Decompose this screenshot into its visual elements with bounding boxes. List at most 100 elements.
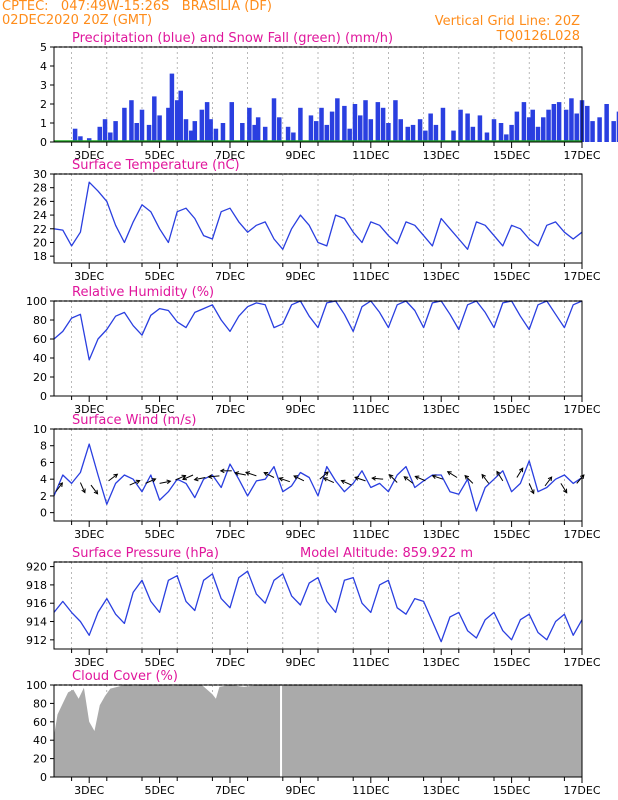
x-tick-label: 3DEC [74,403,104,416]
cloud-title: Cloud Cover (%) [72,669,178,684]
precip-bar [86,138,92,142]
x-tick-label: 7DEC [215,656,245,669]
wind-arrow-head [496,470,501,476]
x-tick-label: 11DEC [352,656,389,669]
wind-arrow [90,484,99,495]
wind-arrow [55,482,63,493]
y-tick-label: 80 [33,697,47,710]
x-tick-label: 15DEC [493,403,530,416]
x-tick-label: 13DEC [423,528,460,541]
y-tick-label: 100 [26,679,47,692]
x-tick-label: 7DEC [215,403,245,416]
y-tick-label: 8 [40,440,47,453]
precip-title: Precipitation (blue) and Snow Fall (gree… [72,31,393,46]
x-tick-label: 7DEC [215,784,245,797]
wind-arrow-shaft [175,475,186,481]
wind-arrow-head [193,476,199,482]
wind-arrow-shaft [319,471,329,480]
precip-bar [504,134,509,142]
y-tick-label: 20 [33,236,47,249]
grid-line-note: Vertical Grid Line: 20Z [434,14,580,29]
wind-arrow [182,474,194,481]
y-tick-label: 18 [33,250,47,263]
wind-arrow-head [219,468,225,474]
y-tick-label: 10 [33,423,47,436]
precip-bar [597,117,602,142]
y-tick-label: 6 [40,456,47,469]
x-tick-label: 7DEC [215,528,245,541]
x-tick-label: 3DEC [74,528,104,541]
y-tick-label: 1 [40,117,47,130]
wind-arrow-head [414,475,420,480]
y-tick-label: 2 [40,490,47,503]
wind-arrow [219,468,232,474]
x-tick-label: 3DEC [74,656,104,669]
cloud-gap [280,685,283,777]
y-tick-label: 20 [33,371,47,384]
pressure-subtitle: Model Altitude: 859.922 m [300,546,473,561]
wind-arrow [528,483,535,495]
precip-bar [514,111,520,142]
precip-bar [428,113,433,142]
precip-bar [255,117,261,142]
y-tick-label: 30 [33,168,47,181]
x-tick-label: 15DEC [493,149,530,162]
y-tick-label: 5 [40,41,47,54]
wind-arrow-shaft [145,478,156,484]
x-tick-label: 5DEC [145,270,175,283]
wind-arrow-head [263,471,269,477]
wind-arrow [516,467,524,478]
precip-bar [313,121,319,142]
x-tick-label: 11DEC [352,784,389,797]
x-tick-label: 11DEC [352,270,389,283]
precip-bar [470,126,476,142]
precip-bar [220,123,226,142]
precip-bar [78,136,83,142]
precip-bar [611,121,616,142]
x-tick-label: 13DEC [423,784,460,797]
wind-arrow-shaft [341,480,352,486]
precip-bar [417,119,423,142]
wind-arrow-head [562,488,568,494]
x-tick-label: 5DEC [145,149,175,162]
wind-arrow [481,473,490,484]
x-tick-label: 9DEC [285,270,315,283]
wind-arrow-shaft [234,472,246,476]
wind-arrow-shaft [55,482,63,493]
wind-arrow [159,479,172,485]
precip-bar [477,115,483,142]
precip-bar [347,128,352,142]
x-tick-label: 13DEC [423,656,460,669]
precip-bar [277,117,282,142]
x-tick-label: 3DEC [74,149,104,162]
wind-arrow [193,476,206,482]
precip-bar [440,107,446,142]
wind-arrow-shaft [194,477,206,481]
precip-bar [291,132,296,142]
wind-arrow-shaft [560,483,568,493]
precip-bar [423,130,428,142]
precip-bar [204,102,210,142]
precip-bar [521,102,527,142]
wind-arrow [464,474,474,484]
precip-bar [298,107,303,142]
wind-arrow [576,474,585,484]
wind-panel: Surface Wind (m/s) 0 2 4 6 8 10 3DEC 5DEC 7DEC 9DE… [33,413,601,541]
pressure-frame [53,561,583,650]
precip-bar [139,109,145,142]
x-tick-label: 17DEC [563,149,600,162]
wind-arrow-head [446,471,452,476]
wind-arrow [293,475,305,482]
precip-bar [526,117,532,142]
precip-bar [458,109,463,142]
wind-arrow-head [93,489,99,495]
y-tick-label: 0 [40,390,47,403]
precip-bar [551,104,557,142]
wind-arrow-shaft [245,471,257,477]
y-tick-label: 22 [33,223,47,236]
x-tick-label: 15DEC [493,270,530,283]
y-tick-label: 20 [33,753,47,766]
x-tick-label: 3DEC [74,270,104,283]
precip-bar [247,107,252,142]
precip-bar [134,123,139,142]
